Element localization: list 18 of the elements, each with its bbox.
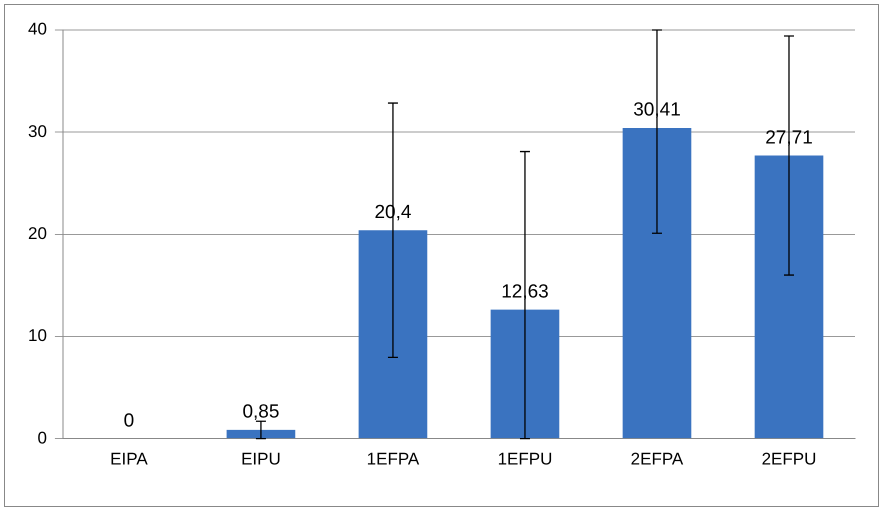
data-label: 0,85 [242, 402, 280, 423]
x-tick-label: 2EFPA [630, 449, 684, 468]
x-tick-label: 1EFPA [366, 449, 420, 468]
bar [226, 430, 296, 438]
x-tick-label: EIPU [241, 449, 281, 468]
y-tick-label: 20 [28, 224, 47, 243]
bar [754, 156, 824, 438]
y-tick-label: 10 [28, 326, 47, 346]
x-tick-label: 1EFPU [498, 449, 552, 468]
y-tick-label: 30 [28, 122, 47, 141]
bar [490, 310, 560, 438]
x-tick-label: 2EFPU [762, 449, 816, 468]
bar [358, 230, 428, 438]
y-tick-label: 0 [37, 428, 47, 448]
bar [622, 128, 692, 438]
data-label: 0 [124, 410, 134, 432]
y-tick-label: 40 [28, 20, 47, 39]
x-tick-label: EIPA [110, 449, 148, 468]
